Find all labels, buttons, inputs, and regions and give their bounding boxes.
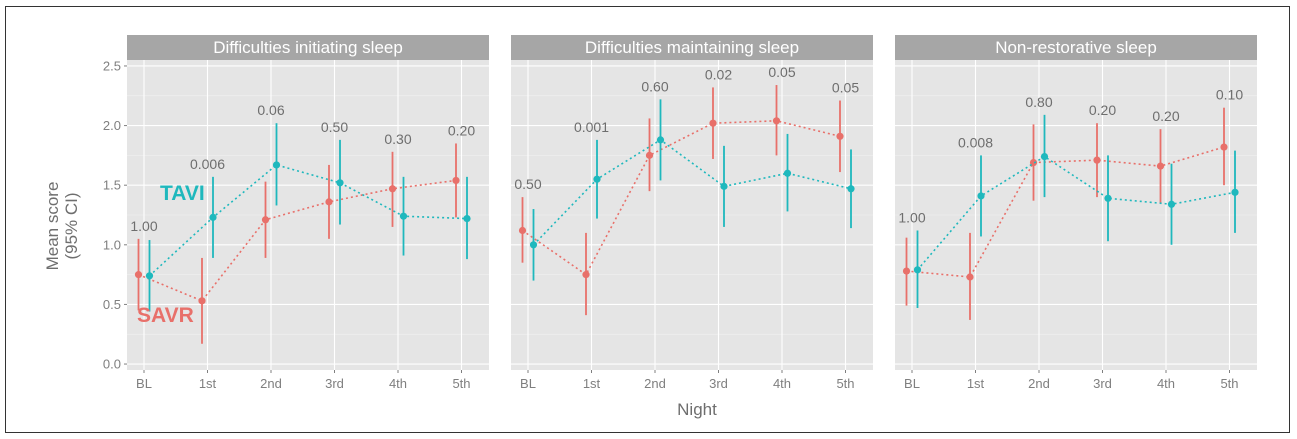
- x-tick-label: 4th: [1157, 376, 1175, 391]
- p-value-label: 0.20: [1152, 108, 1179, 124]
- panel-strip: [895, 35, 1257, 60]
- mean-point-savr: [772, 117, 781, 125]
- mean-point-savr: [198, 297, 206, 305]
- panel-2: Difficulties maintaining sleep BL 1st 2nd 3r…: [511, 35, 873, 391]
- p-value-label: 0.06: [257, 102, 284, 118]
- mean-point-tavi: [145, 272, 154, 280]
- mean-point-tavi: [399, 212, 408, 220]
- mean-point-savr: [709, 119, 717, 127]
- x-tick-label: 4th: [389, 376, 407, 391]
- p-value-label: 0.006: [190, 156, 225, 172]
- x-tick-label: 1st: [199, 376, 217, 391]
- x-tick-label: 5th: [452, 376, 470, 391]
- mean-point-savr: [966, 273, 974, 281]
- y-axis-title-line-2: (95% CI): [62, 192, 81, 259]
- panel-3: Non-restorative sleep BL 1st 2nd 3rd 4th 5th 1.…: [895, 35, 1257, 391]
- p-value-label: 0.30: [384, 131, 411, 147]
- x-tick-label: 2nd: [1028, 376, 1050, 391]
- x-tick-label: 5th: [1220, 376, 1238, 391]
- panel-title: Non-restorative sleep: [995, 38, 1157, 57]
- p-value-label: 1.00: [130, 218, 157, 234]
- mean-point-savr: [1220, 143, 1228, 151]
- panels-layer: Difficulties initiating sleep BL 1st 2nd 3rd…: [103, 35, 1257, 391]
- p-value-label: 0.80: [1025, 94, 1052, 110]
- mean-point-savr: [518, 226, 527, 235]
- mean-point-savr: [261, 216, 270, 224]
- series-label-tavi: TAVI: [160, 182, 205, 205]
- p-value-label: 0.50: [514, 176, 541, 192]
- p-value-label: 0.05: [832, 80, 859, 96]
- mean-point-tavi: [1167, 200, 1176, 208]
- series-line-savr: [906, 146, 1225, 278]
- series-line-tavi: [532, 138, 852, 246]
- p-value-label: 0.02: [705, 66, 732, 82]
- series-label-savr: SAVR: [137, 304, 194, 327]
- x-tick-label: BL: [520, 376, 536, 391]
- y-tick-label: 0.0: [103, 357, 121, 372]
- y-tick-label: 2.5: [103, 58, 121, 73]
- y-axis-title-line-1: Mean score: [43, 182, 62, 271]
- panel-title: Difficulties initiating sleep: [213, 38, 403, 57]
- mean-point-savr: [582, 271, 590, 279]
- p-value-label: 0.50: [321, 119, 348, 135]
- mean-point-savr: [452, 176, 460, 185]
- mean-point-savr: [325, 198, 333, 206]
- mean-point-savr: [645, 151, 654, 159]
- p-value-label: 0.05: [768, 64, 795, 80]
- p-value-label: 1.00: [898, 210, 925, 226]
- x-tick-label: 1st: [583, 376, 601, 391]
- mean-point-tavi: [1040, 152, 1049, 161]
- mean-point-tavi: [720, 182, 728, 190]
- mean-point-tavi: [336, 179, 344, 187]
- x-tick-label: 3rd: [709, 376, 728, 391]
- panel-strip: [511, 35, 873, 60]
- panel-title: Difficulties maintaining sleep: [585, 38, 799, 57]
- x-tick-label: 2nd: [260, 376, 282, 391]
- mean-point-tavi: [463, 214, 471, 223]
- p-value-label: 0.10: [1216, 87, 1243, 103]
- x-tick-label: BL: [904, 376, 920, 391]
- y-tick-label: 0.5: [103, 297, 121, 312]
- mean-point-savr: [902, 267, 911, 275]
- series-line-tavi: [148, 164, 468, 277]
- p-value-label: 0.20: [448, 122, 475, 138]
- p-value-label: 0.20: [1089, 102, 1116, 118]
- mean-point-tavi: [977, 192, 985, 200]
- x-tick-label: 2nd: [644, 376, 666, 391]
- mean-point-tavi: [272, 161, 281, 169]
- mean-point-savr: [388, 185, 397, 193]
- mean-point-tavi: [783, 169, 792, 177]
- x-tick-label: 5th: [836, 376, 854, 391]
- x-tick-label: BL: [136, 376, 152, 391]
- x-tick-label: 3rd: [325, 376, 344, 391]
- x-tick-label: 1st: [967, 376, 985, 391]
- panel-strip: [127, 35, 489, 60]
- y-tick-label: 1.0: [103, 237, 121, 252]
- mean-point-savr: [1156, 162, 1165, 170]
- y-tick-label: 1.5: [103, 178, 121, 193]
- mean-point-savr: [134, 271, 143, 279]
- mean-point-tavi: [209, 213, 217, 221]
- x-tick-label: 3rd: [1093, 376, 1112, 391]
- series-line-tavi: [916, 155, 1236, 271]
- mean-point-tavi: [913, 266, 922, 274]
- x-tick-label: 4th: [773, 376, 791, 391]
- x-axis-title: Night: [677, 400, 717, 419]
- mean-point-savr: [1029, 158, 1038, 167]
- mean-point-tavi: [1104, 194, 1112, 202]
- y-tick-label: 2.0: [103, 118, 121, 133]
- panel-1: Difficulties initiating sleep BL 1st 2nd 3rd…: [127, 35, 489, 391]
- p-value-label: 0.60: [641, 78, 668, 94]
- p-value-label: 0.008: [958, 134, 993, 150]
- mean-point-tavi: [656, 136, 665, 144]
- mean-point-tavi: [1231, 188, 1239, 196]
- p-value-label: 0.001: [574, 119, 609, 135]
- mean-point-tavi: [529, 241, 538, 249]
- mean-point-tavi: [847, 185, 855, 193]
- mean-point-savr: [1093, 156, 1101, 164]
- mean-point-tavi: [593, 175, 601, 183]
- mean-point-savr: [836, 132, 844, 140]
